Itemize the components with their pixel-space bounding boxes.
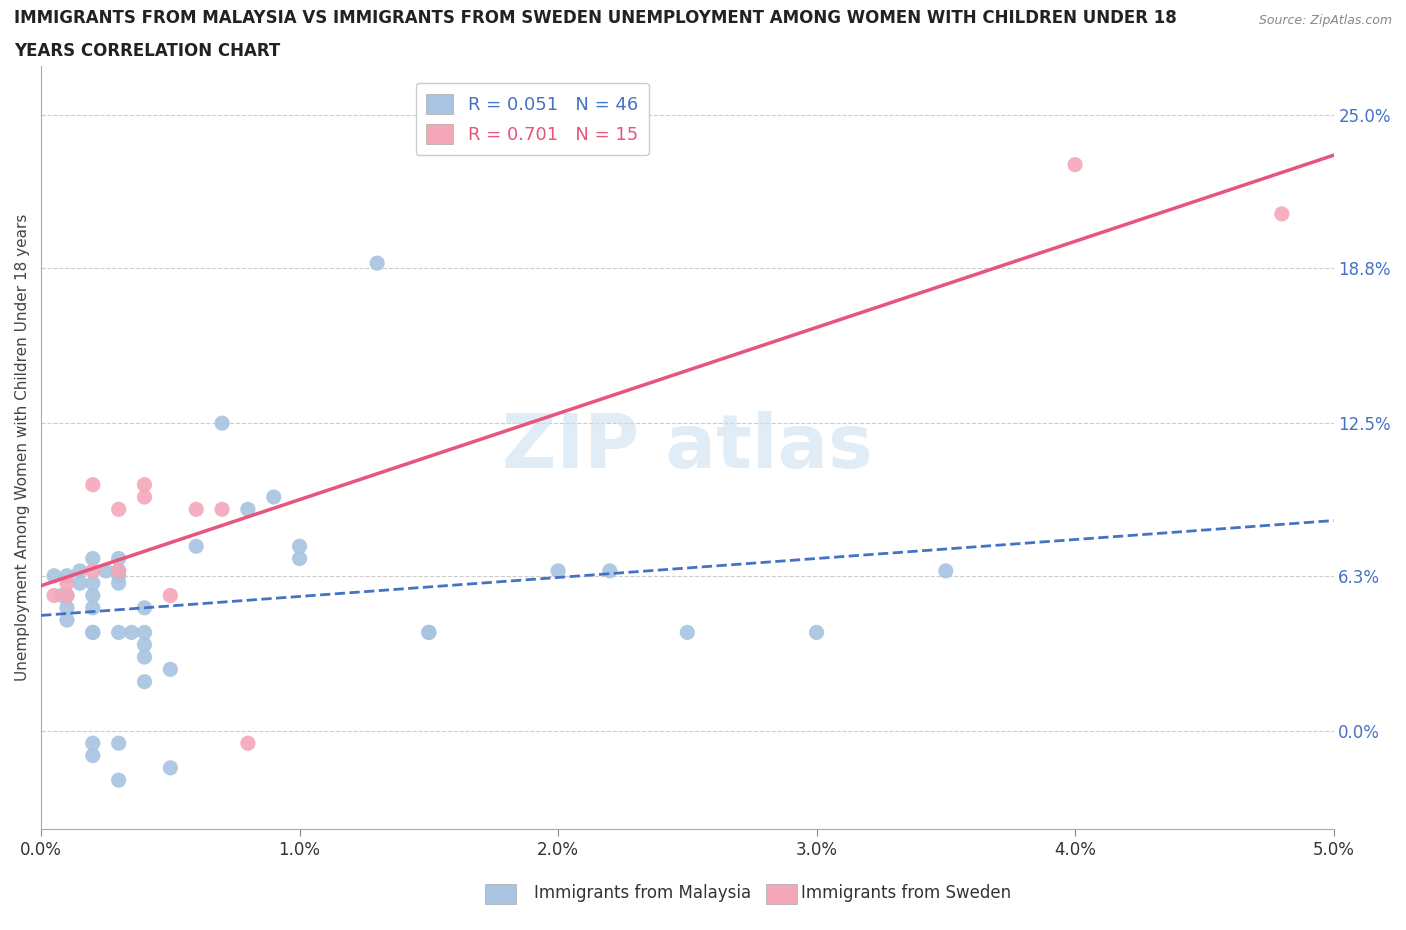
Text: YEARS CORRELATION CHART: YEARS CORRELATION CHART [14,42,280,60]
Point [42,568,65,583]
Point [134,477,156,492]
Point [418,625,440,640]
Point [107,773,129,788]
Point [107,551,129,566]
Y-axis label: Unemployment Among Women with Children Under 18 years: Unemployment Among Women with Children U… [15,214,30,682]
Point [42,588,65,603]
Point [676,625,699,640]
Point [211,502,233,517]
Point [288,551,311,566]
Text: ZIP atlas: ZIP atlas [502,411,873,485]
Point [186,538,208,553]
Point [366,256,388,271]
Point [82,625,104,640]
Point [186,502,208,517]
Text: Immigrants from Sweden: Immigrants from Sweden [801,884,1011,902]
Point [82,576,104,591]
Point [134,601,156,616]
Point [134,637,156,652]
Point [159,662,181,677]
Point [236,502,259,517]
Legend: R = 0.051   N = 46, R = 0.701   N = 15: R = 0.051 N = 46, R = 0.701 N = 15 [416,83,650,155]
Point [82,551,104,566]
Point [134,650,156,665]
Point [547,564,569,578]
Point [82,601,104,616]
Point [159,761,181,776]
Point [418,625,440,640]
Point [56,588,79,603]
Point [56,588,79,603]
Point [159,588,181,603]
Point [107,564,129,578]
Point [121,625,143,640]
Point [94,564,117,578]
Point [56,613,79,628]
Point [236,736,259,751]
Point [51,588,73,603]
Point [69,576,91,591]
Point [82,736,104,751]
Point [56,568,79,583]
Point [69,564,91,578]
Point [806,625,828,640]
Text: IMMIGRANTS FROM MALAYSIA VS IMMIGRANTS FROM SWEDEN UNEMPLOYMENT AMONG WOMEN WITH: IMMIGRANTS FROM MALAYSIA VS IMMIGRANTS F… [14,9,1177,27]
Point [107,568,129,583]
Point [56,601,79,616]
Point [599,564,621,578]
Point [263,489,285,504]
Point [82,625,104,640]
Point [107,576,129,591]
Point [288,538,311,553]
Text: Source: ZipAtlas.com: Source: ZipAtlas.com [1258,14,1392,27]
Point [1064,157,1087,172]
Point [107,564,129,578]
Point [82,588,104,603]
Point [134,625,156,640]
Text: Immigrants from Malaysia: Immigrants from Malaysia [534,884,751,902]
Point [82,564,104,578]
Point [935,564,957,578]
Point [82,748,104,763]
Point [82,477,104,492]
Point [211,416,233,431]
Point [134,674,156,689]
Point [134,489,156,504]
Point [107,502,129,517]
Point [107,736,129,751]
Point [56,576,79,591]
Point [107,625,129,640]
Point [1271,206,1294,221]
